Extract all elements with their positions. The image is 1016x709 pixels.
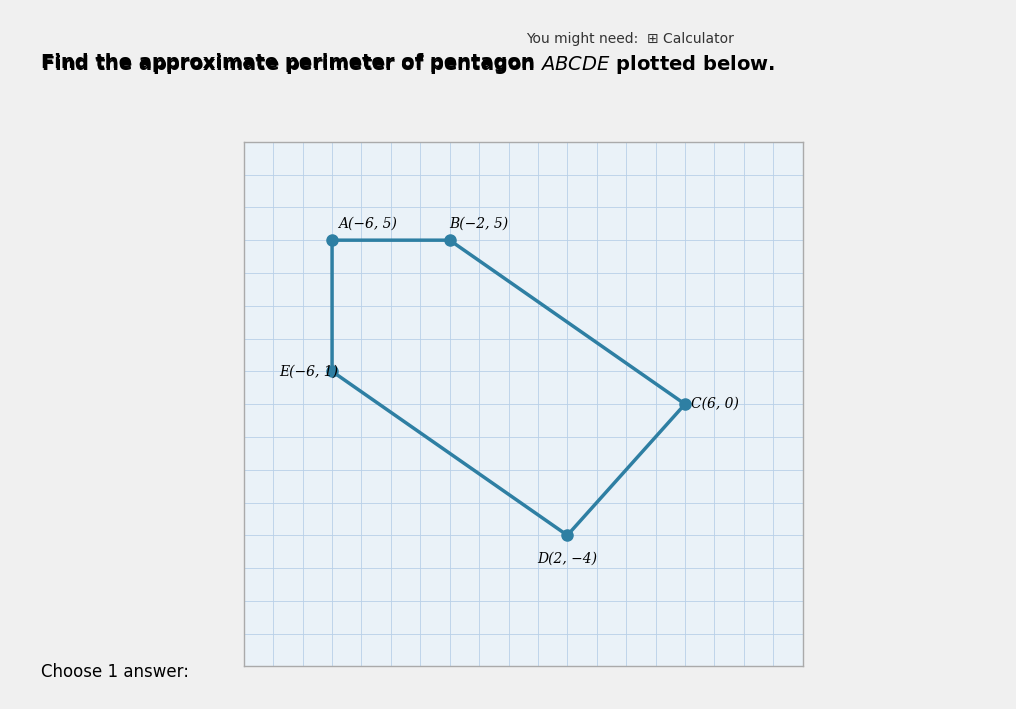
Text: B(−2, 5): B(−2, 5): [450, 217, 509, 230]
Text: Choose 1 answer:: Choose 1 answer:: [41, 663, 189, 681]
Text: Find the approximate perimeter of pentagon: Find the approximate perimeter of pentag…: [41, 53, 542, 72]
Text: E(−6, 1): E(−6, 1): [279, 364, 338, 379]
Text: C(6, 0): C(6, 0): [691, 397, 739, 411]
Text: A(−6, 5): A(−6, 5): [338, 217, 397, 230]
Text: You might need:  ⊞ Calculator: You might need: ⊞ Calculator: [526, 32, 734, 46]
Text: D(2, −4): D(2, −4): [537, 552, 597, 565]
Text: Find the approximate perimeter of pentagon $\mathit{ABCDE}$ plotted below.: Find the approximate perimeter of pentag…: [41, 53, 774, 76]
